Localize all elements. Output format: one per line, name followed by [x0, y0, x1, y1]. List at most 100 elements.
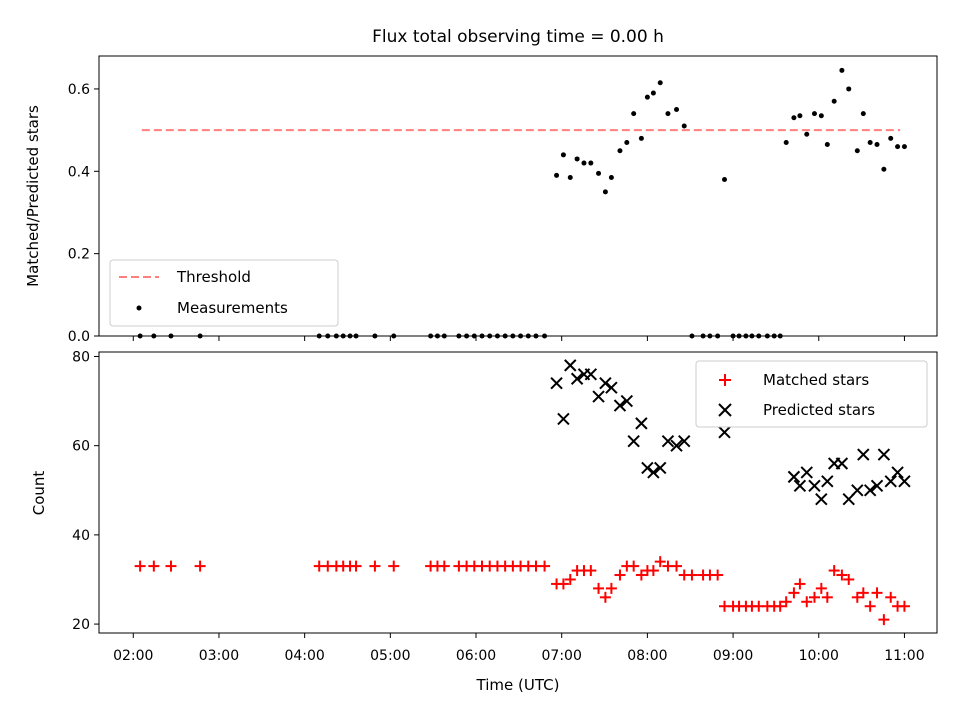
- matched-star-marker: [857, 587, 869, 599]
- bottom-y-axis-label: Count: [30, 471, 48, 516]
- measurement-point: [588, 160, 594, 166]
- top-y-tick-label: 0.2: [68, 247, 90, 263]
- bottom-plot-frame: [98, 351, 938, 634]
- top-plot-frame: [98, 55, 938, 337]
- measurement-point: [560, 152, 566, 158]
- matched-star-marker: [878, 614, 890, 626]
- predicted-star-marker: [678, 434, 691, 448]
- measurement-point: [804, 131, 810, 137]
- predicted-star-marker: [815, 492, 828, 506]
- predicted-star-marker: [800, 466, 813, 479]
- measurement-point: [644, 94, 650, 100]
- measurement-point: [581, 160, 587, 166]
- matched-star-marker: [438, 560, 450, 572]
- matched-star-marker: [539, 560, 551, 572]
- matched-legend-swatch: [719, 374, 731, 386]
- top-panel: 0.0 0.2 0.4 0.6 Matched/Predicted stars Thr…: [24, 55, 938, 345]
- matched-star-marker: [593, 582, 605, 594]
- predicted-star-marker: [870, 479, 884, 493]
- matched-star-marker: [647, 565, 659, 577]
- predicted-star-marker: [857, 448, 870, 461]
- top-y-tick-label: 0.0: [68, 329, 90, 345]
- measurement-point: [596, 170, 602, 176]
- matched-star-marker: [557, 578, 569, 590]
- matched-star-marker: [350, 560, 362, 572]
- matched-star-marker: [194, 560, 206, 572]
- measurement-point: [839, 67, 845, 73]
- measurements-legend-swatch: [136, 305, 142, 311]
- measurement-point: [797, 113, 803, 119]
- predicted-star-marker: [564, 359, 577, 372]
- measurement-point: [617, 148, 623, 154]
- bottom-panel: 20 40 60 80 02:00 03:00 04:00 05:00 06:00 07:00 08…: [30, 349, 938, 694]
- predicted-star-marker: [613, 399, 627, 412]
- predicted-star-marker: [557, 412, 570, 426]
- top-y-tick-label: 0.4: [68, 164, 90, 180]
- predicted-star-marker: [599, 377, 612, 390]
- measurement-point: [783, 139, 789, 145]
- predicted-star-marker: [605, 381, 618, 394]
- matched-star-marker: [836, 569, 848, 581]
- predicted-star-marker: [661, 434, 675, 448]
- matched-star-marker: [614, 569, 626, 581]
- matched-star-marker: [815, 582, 827, 594]
- matched-star-marker: [828, 565, 840, 577]
- measurement-point: [901, 144, 907, 150]
- x-tick-label: 09:00: [713, 648, 753, 664]
- threshold-legend-label: Threshold: [176, 268, 251, 286]
- predicted-star-marker: [670, 439, 683, 452]
- measurement-point: [895, 144, 901, 150]
- bottom-legend: Matched stars Predicted stars: [695, 360, 928, 428]
- matched-star-marker: [712, 569, 724, 581]
- x-tick-label: 05:00: [370, 648, 410, 664]
- x-tick-label: 04:00: [284, 648, 324, 664]
- predicted-star-marker: [821, 475, 834, 488]
- measurement-point: [608, 174, 614, 180]
- measurement-point: [888, 135, 894, 141]
- x-tick-label: 11:00: [884, 648, 924, 664]
- bottom-y-tick-label: 40: [72, 528, 90, 544]
- predicted-star-marker: [620, 394, 634, 408]
- predicted-star-marker: [877, 448, 891, 461]
- measurement-point: [624, 139, 630, 145]
- matched-star-marker: [654, 556, 666, 568]
- predicted-star-marker: [592, 390, 605, 403]
- matched-star-marker: [635, 569, 647, 581]
- matched-star-marker: [671, 560, 683, 572]
- measurement-point: [638, 135, 644, 141]
- measurement-point: [874, 142, 880, 148]
- predicted-star-marker: [570, 372, 584, 385]
- measurement-point: [881, 166, 887, 172]
- predicted-star-marker: [787, 470, 801, 484]
- predicted-legend-swatch: [718, 403, 732, 417]
- measurement-point: [818, 113, 824, 119]
- measurements-legend-label: Measurements: [177, 299, 288, 317]
- predicted-star-marker: [884, 475, 897, 488]
- predicted-star-marker: [898, 475, 911, 488]
- measurement-point: [657, 80, 663, 86]
- measurement-point: [791, 115, 797, 121]
- x-tick-label: 03:00: [199, 648, 239, 664]
- predicted-star-marker: [793, 479, 807, 493]
- matched-star-marker: [369, 560, 381, 572]
- matched-star-marker: [388, 560, 400, 572]
- predicted-star-marker: [627, 434, 640, 448]
- measurement-point: [650, 90, 656, 96]
- bottom-legend-box: [695, 360, 928, 428]
- matched-star-marker: [864, 600, 876, 612]
- measurement-point: [674, 107, 680, 113]
- predicted-star-marker: [584, 368, 598, 381]
- matched-star-marker: [134, 560, 146, 572]
- matched-star-marker: [788, 587, 800, 599]
- bottom-y-tick-label: 20: [72, 617, 90, 633]
- bottom-y-tick-label: 80: [72, 349, 90, 365]
- matched-star-marker: [585, 565, 597, 577]
- matched-star-marker: [801, 596, 813, 608]
- predicted-star-marker: [654, 461, 667, 475]
- measurement-point: [811, 111, 817, 117]
- top-ticks: 0.0 0.2 0.4 0.6: [68, 82, 905, 345]
- measurement-point: [567, 174, 573, 180]
- measurement-point: [867, 139, 873, 145]
- predicted-star-marker: [718, 426, 731, 439]
- matched-star-marker: [843, 573, 855, 585]
